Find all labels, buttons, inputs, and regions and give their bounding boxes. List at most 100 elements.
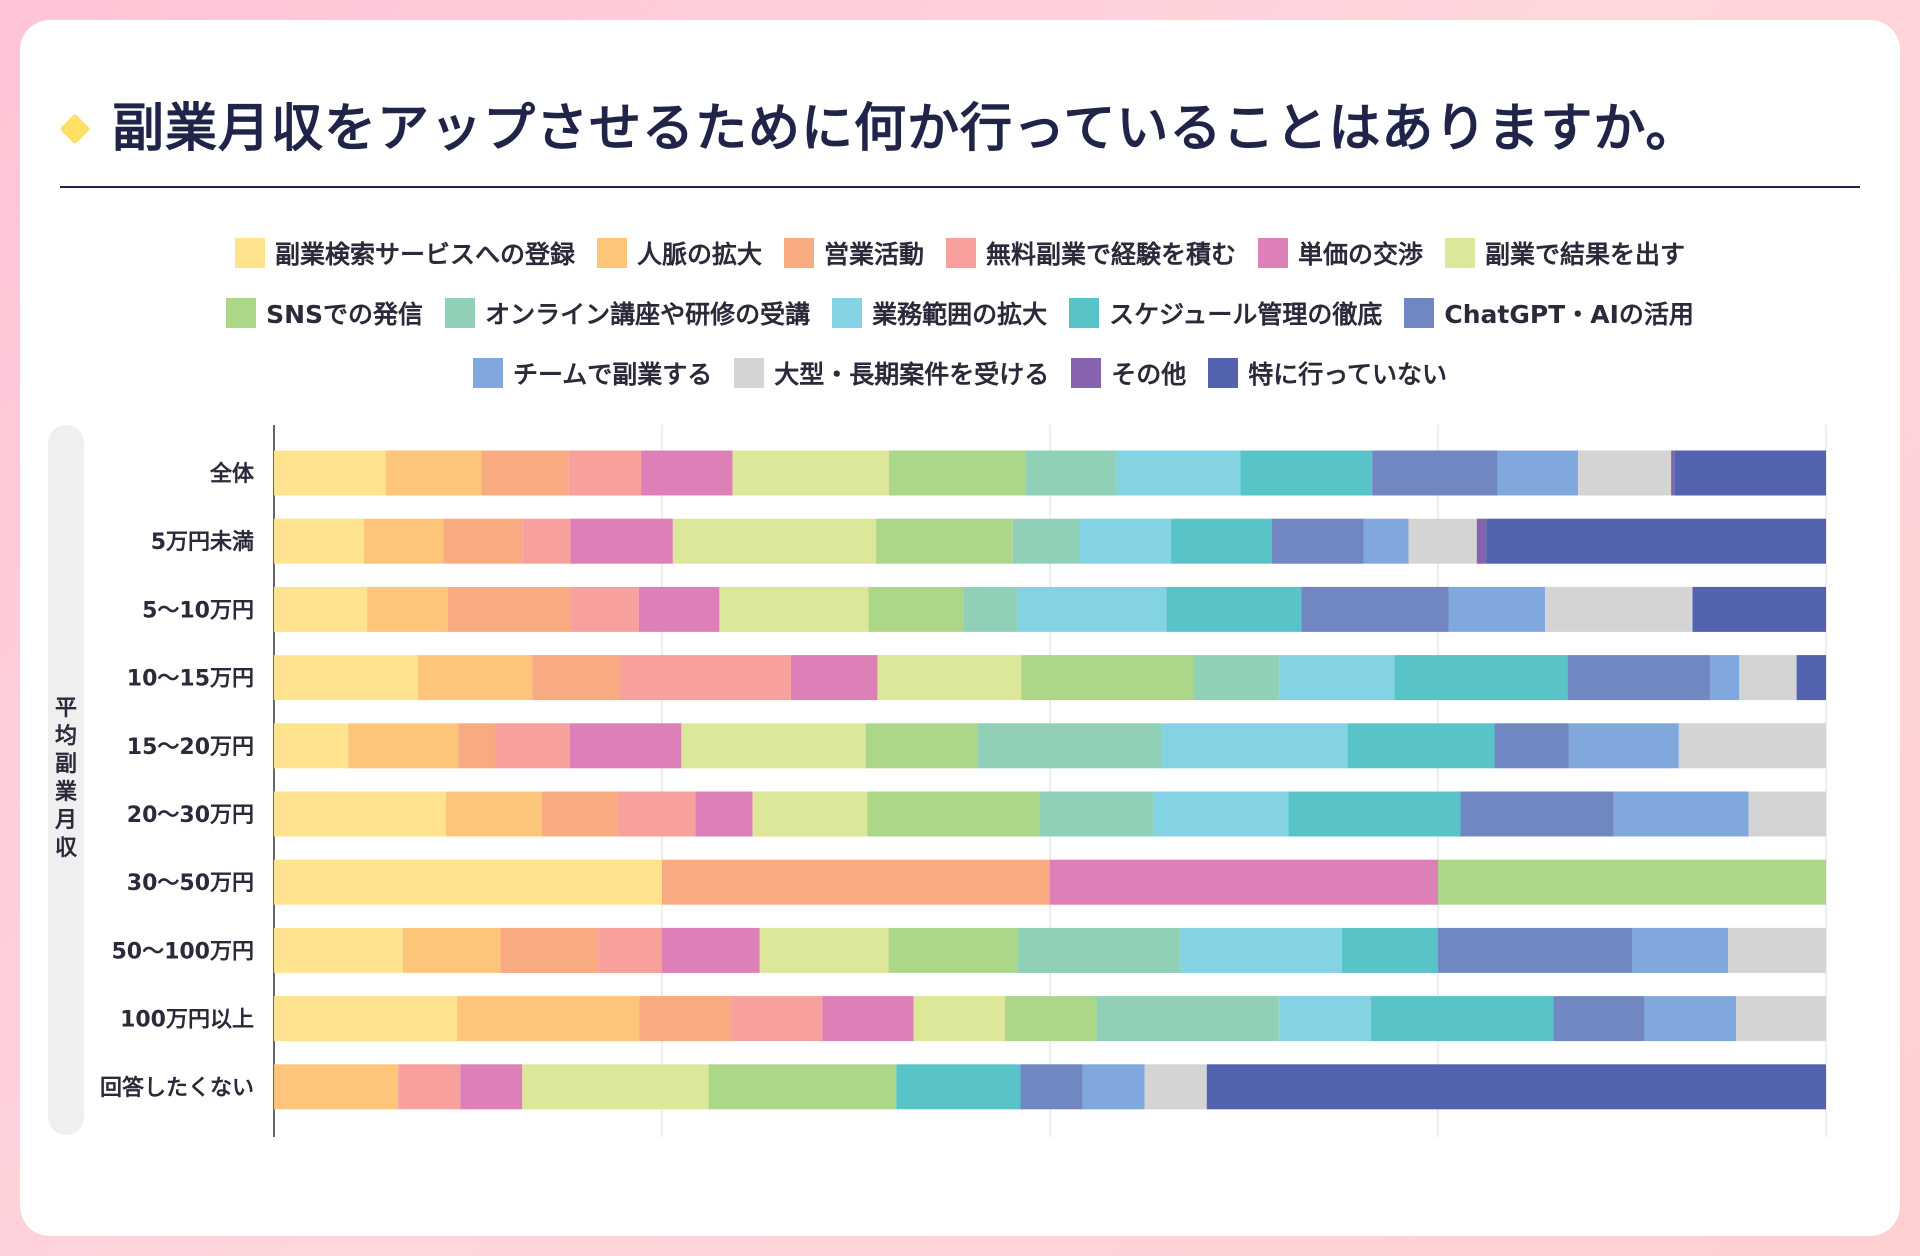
bar-segment: [570, 586, 639, 632]
bar-segment: [1039, 791, 1154, 837]
category-label: 50〜100万円: [111, 939, 254, 964]
y-axis-group-label-char: 均: [54, 724, 77, 749]
bar-segment: [662, 859, 1050, 905]
legend-swatch: [1258, 238, 1289, 268]
bar-segment: [500, 927, 599, 973]
bar-segment: [1460, 791, 1614, 837]
bar-segment: [639, 996, 731, 1042]
legend-label: SNSでの発信: [266, 300, 424, 329]
bar-segment: [1448, 586, 1546, 632]
title-divider: [60, 186, 1860, 188]
bar-segment: [1736, 996, 1826, 1042]
category-label: 15〜20万円: [127, 735, 254, 760]
bar-segment: [1180, 927, 1342, 973]
bar-segment: [888, 450, 1026, 496]
bar-segment: [1012, 518, 1080, 564]
bar-segment: [1116, 450, 1241, 496]
bar-segment: [460, 1064, 523, 1110]
category-label: 全体: [209, 461, 255, 487]
bar-segment: [681, 723, 866, 769]
bar-segment: [1692, 586, 1826, 632]
bar-segment: [1796, 655, 1826, 701]
legend-item: 営業活動: [783, 236, 924, 270]
legend-swatch: [734, 358, 765, 388]
bar-segment: [1545, 586, 1693, 632]
legend-swatch: [226, 298, 257, 328]
bar-segment: [1486, 518, 1826, 564]
bar-segment: [522, 518, 571, 564]
bar-segment: [1144, 1064, 1207, 1110]
legend-row: 副業検索サービスへの登録 人脈の拡大 営業活動 無料副業で経験を積む 単価の交渉 副業で結…: [0, 236, 1920, 270]
legend-item: 無料副業で経験を積む: [946, 236, 1236, 270]
bar-segment: [568, 450, 642, 496]
title-row: 副業月収をアップさせるために何か行っていることはありますか。: [59, 92, 1860, 172]
bar-segment: [868, 586, 964, 632]
legend-label: 特に行っていない: [1248, 360, 1448, 389]
bar-segment: [1632, 927, 1729, 973]
bar-segment: [456, 996, 640, 1042]
bar-segment: [1578, 450, 1672, 496]
bar-segment: [385, 450, 482, 496]
bar-segment: [752, 791, 868, 837]
bar-segment: [1553, 996, 1645, 1042]
bar-segment: [1370, 996, 1554, 1042]
category-label: 5〜10万円: [142, 598, 254, 623]
y-axis-group-label-char: 平: [54, 696, 77, 721]
bar-segment: [447, 586, 571, 632]
bar-segment: [1613, 791, 1749, 837]
category-label: 30〜50万円: [127, 871, 254, 896]
bar-segment: [1161, 723, 1348, 769]
bar-segment: [274, 1064, 399, 1110]
category-label: 5万円未満: [151, 529, 254, 555]
bar-segment: [759, 927, 889, 973]
legend-label: チームで副業する: [512, 360, 713, 389]
bar-segment: [532, 655, 620, 701]
y-axis-group-label-char: 業: [54, 780, 77, 805]
legend-swatch: [1071, 358, 1102, 388]
bar-segment: [1050, 859, 1438, 905]
bar-segment: [443, 518, 523, 564]
bar-segment: [730, 996, 823, 1042]
legend-label: 副業で結果を出す: [1485, 240, 1686, 269]
legend-item: 人脈の拡大: [596, 236, 762, 270]
bar-segment: [1567, 655, 1710, 701]
bar-segment: [638, 586, 720, 632]
bar-segment: [1494, 723, 1569, 769]
bar-segment: [1438, 859, 1826, 905]
legend-item: その他: [1071, 356, 1186, 390]
bar-segment: [274, 655, 418, 701]
legend-item: 単価の交渉: [1258, 236, 1423, 270]
bar-segment: [822, 996, 914, 1042]
y-axis-group-label: 平均副業月収: [48, 695, 84, 863]
bar-segment: [1341, 927, 1438, 973]
bar-segment: [1017, 927, 1181, 973]
legend-item: オンライン講座や研修の受講: [445, 296, 810, 330]
legend-item: 特に行っていない: [1208, 356, 1447, 390]
bar-segment: [1438, 927, 1632, 973]
bar-segment: [1394, 655, 1568, 701]
bar-segment: [1347, 723, 1495, 769]
bar-segment: [1709, 655, 1740, 701]
bar-segment: [1671, 450, 1675, 496]
legend-label: 単価の交渉: [1298, 240, 1424, 269]
bar-segment: [888, 927, 1018, 973]
y-axis-group-label-char: 副: [54, 752, 77, 777]
bar-segment: [458, 723, 496, 769]
legend-row: SNSでの発信 オンライン講座や研修の受講 業務範囲の拡大 スケジュール管理の徹底 Ch…: [0, 296, 1920, 330]
bar-segment: [1279, 996, 1371, 1042]
bar-segment: [274, 586, 368, 632]
legend-label: スケジュール管理の徹底: [1109, 300, 1383, 329]
bar-segment: [876, 518, 1013, 564]
bar-segment: [1476, 518, 1487, 564]
bar-segment: [274, 450, 386, 496]
bar-segment: [274, 791, 446, 837]
legend-swatch: [1404, 298, 1435, 328]
bar-segment: [1017, 586, 1167, 632]
bar-segment: [274, 518, 365, 564]
bar-segment: [1288, 791, 1461, 837]
bar-segment: [1005, 996, 1097, 1042]
legend-swatch: [946, 238, 976, 268]
y-axis-group-label-char: 収: [54, 836, 77, 861]
bar-segment: [1153, 791, 1289, 837]
